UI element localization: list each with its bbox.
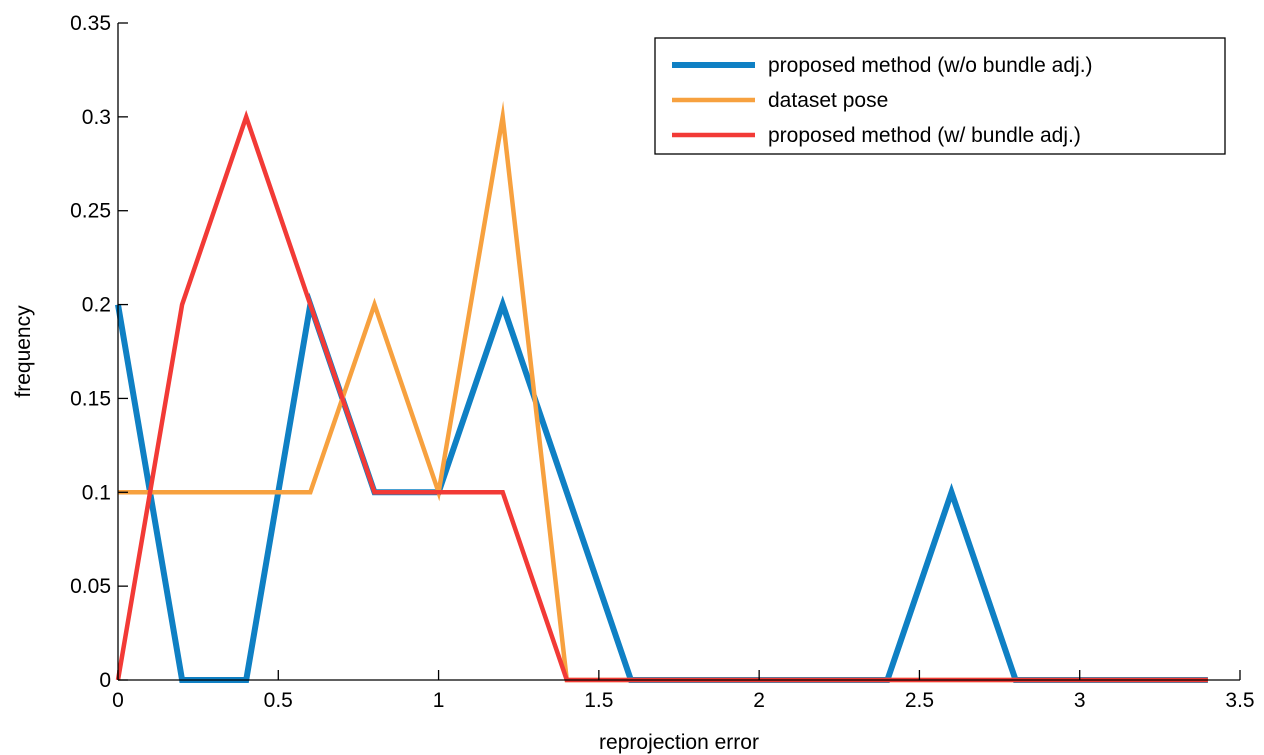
x-ticks: 0 0.5 1 1.5 2 2.5 3 3.5 xyxy=(112,670,1255,712)
x-tick-label: 1 xyxy=(433,689,445,712)
y-tick-label: 0.25 xyxy=(70,200,111,223)
y-axis-title: frequency xyxy=(12,305,35,398)
x-tick-label: 0 xyxy=(112,689,124,712)
x-axis-title: reprojection error xyxy=(599,731,759,754)
x-tick-label: 2.5 xyxy=(905,689,934,712)
x-tick-label: 3.5 xyxy=(1225,689,1254,712)
axes xyxy=(117,23,1240,681)
y-tick-label: 0.2 xyxy=(82,294,111,317)
x-tick-label: 2 xyxy=(753,689,765,712)
x-tick-label: 0.5 xyxy=(264,689,293,712)
y-tick-label: 0.05 xyxy=(70,575,111,598)
legend-label-proposed-wo-ba: proposed method (w/o bundle adj.) xyxy=(768,54,1093,77)
y-tick-label: 0.3 xyxy=(82,106,111,129)
legend: proposed method (w/o bundle adj.) datase… xyxy=(654,37,1226,155)
y-tick-label: 0.35 xyxy=(70,12,111,35)
x-tick-label: 3 xyxy=(1074,689,1086,712)
legend-label-dataset-pose: dataset pose xyxy=(768,89,888,112)
y-tick-label: 0.15 xyxy=(70,387,111,410)
legend-label-proposed-w-ba: proposed method (w/ bundle adj.) xyxy=(768,124,1081,147)
y-tick-label: 0.1 xyxy=(82,481,111,504)
y-ticks: 0 0.05 0.1 0.15 0.2 0.25 0.3 0.35 xyxy=(70,12,128,692)
x-tick-label: 1.5 xyxy=(584,689,613,712)
y-tick-label: 0 xyxy=(99,669,111,692)
